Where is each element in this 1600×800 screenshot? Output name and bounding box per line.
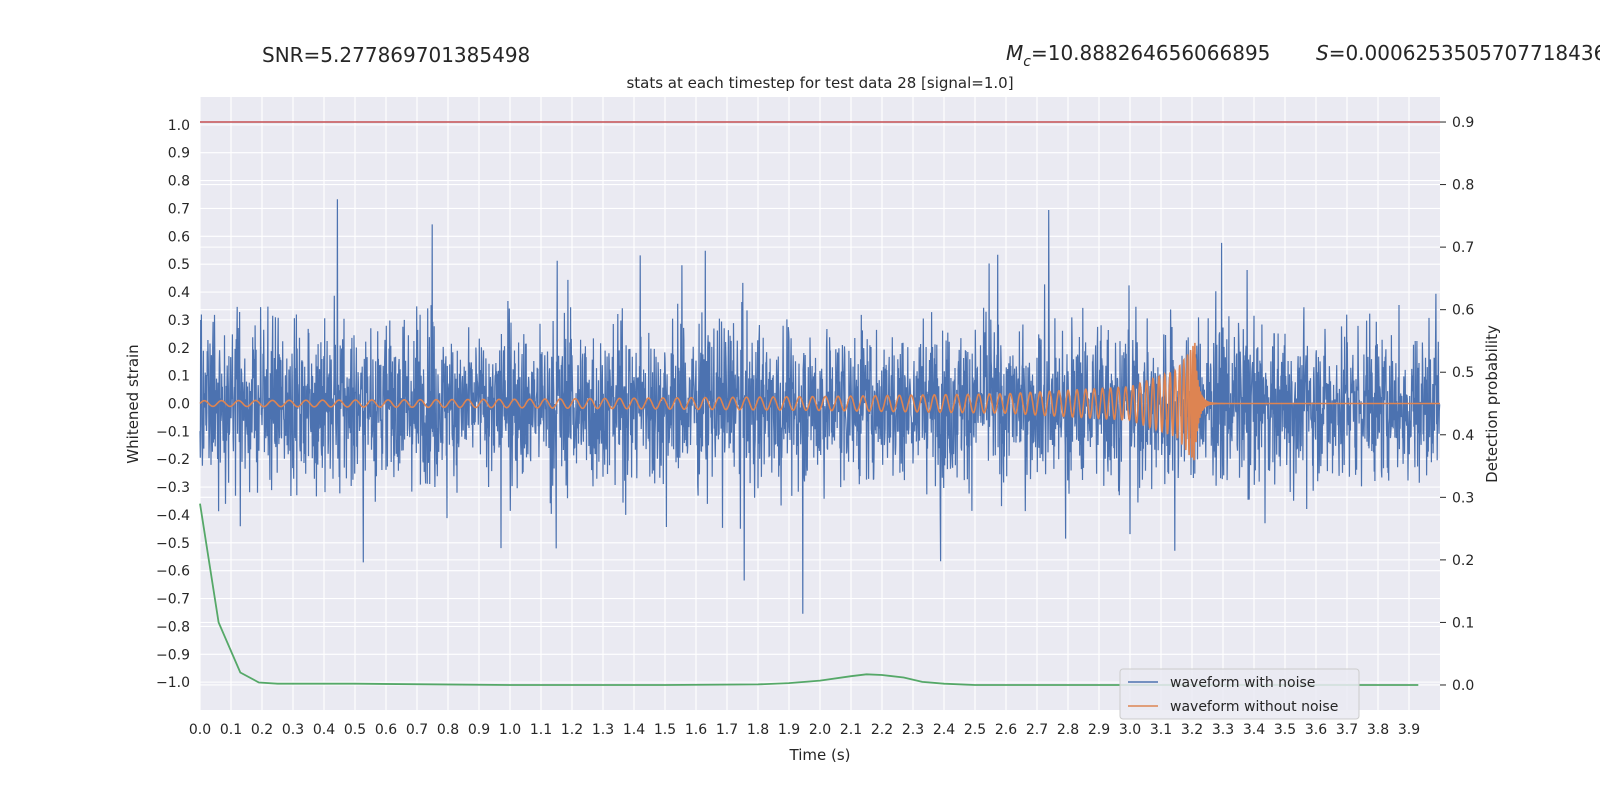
legend-box [1119, 668, 1360, 720]
x-tick-label: 2.9 [1088, 722, 1110, 738]
y2-tick-label: 0.6 [1452, 303, 1474, 319]
y-tick-label: −0.2 [156, 452, 190, 468]
y2-tick-label: 0.0 [1452, 678, 1474, 694]
y-tick-label: 0.0 [168, 397, 190, 413]
x-axis-label: Time (s) [789, 746, 851, 764]
x-tick-label: 3.7 [1336, 722, 1358, 738]
y-tick-label: −0.1 [156, 424, 190, 440]
y-axis-label: Whitened strain [124, 344, 142, 463]
chirp-mass-symbol: M [1006, 41, 1023, 65]
x-tick-label: 0.3 [282, 722, 304, 738]
detection-probability-line [199, 503, 1419, 686]
x-tick-label: 0.0 [189, 722, 211, 738]
y-tick-label: 0.5 [168, 257, 190, 273]
x-tick-label: 1.0 [499, 722, 521, 738]
y-tick-label: −0.4 [156, 508, 190, 524]
y-tick-label: −0.8 [156, 619, 190, 635]
x-tick-label: 2.2 [871, 722, 893, 738]
series-waveform-without-noise [199, 342, 1440, 461]
x-tick-label: 3.4 [1243, 722, 1265, 738]
y-ticks: 1.0 0.9 0.8 0.7 0.6 0.5 0.4 0.3 0.2 0.1 0.0 −0.1 −0.… [156, 118, 190, 691]
y2-tick-label: 0.9 [1452, 115, 1474, 131]
chirp-mass-stat: Mc=10.888264656066895 [1006, 41, 1270, 70]
x-tick-label: 3.1 [1150, 722, 1172, 738]
x-tick-label: 3.3 [1212, 722, 1234, 738]
x-tick-label: 3.6 [1305, 722, 1327, 738]
x-tick-label: 1.9 [778, 722, 800, 738]
waveform-without-noise-line [199, 342, 1440, 461]
y2-tick-label: 0.2 [1452, 553, 1474, 569]
x-tick-label: 3.2 [1181, 722, 1203, 738]
y-tick-label: 0.6 [168, 229, 190, 245]
y2-tick-label: 0.7 [1452, 240, 1474, 256]
x-tick-label: 1.2 [561, 722, 583, 738]
s-value: =0.0006253505707718436 [1329, 41, 1600, 65]
x-tick-label: 0.6 [375, 722, 397, 738]
x-tick-label: 2.3 [902, 722, 924, 738]
x-tick-label: 1.3 [592, 722, 614, 738]
y2-tick-label: 0.1 [1452, 615, 1474, 631]
x-tick-label: 1.8 [747, 722, 769, 738]
chirp-mass-subscript: c [1023, 54, 1031, 70]
s-stat: S=0.0006253505707718436 [1316, 41, 1600, 65]
x-tick-label: 2.4 [933, 722, 955, 738]
x-tick-label: 1.4 [623, 722, 645, 738]
x-tick-label: 2.0 [809, 722, 831, 738]
y2-tick-label: 0.3 [1452, 490, 1474, 506]
y2-axis-label: Detection probability [1483, 325, 1501, 483]
y2-ticks: 0.9 0.8 0.7 0.6 0.5 0.4 0.3 0.2 0.1 0.0 [1440, 115, 1474, 694]
y-tick-label: 0.9 [168, 146, 190, 162]
y-tick-label: 0.2 [168, 341, 190, 357]
snr-stat: SNR=5.277869701385498 [262, 43, 530, 67]
y-tick-label: 1.0 [168, 118, 190, 134]
chirp-mass-value: =10.888264656066895 [1031, 41, 1270, 65]
x-tick-label: 0.9 [468, 722, 490, 738]
x-tick-label: 2.1 [840, 722, 862, 738]
y-tick-label: −0.5 [156, 536, 190, 552]
y2-tick-label: 0.8 [1452, 178, 1474, 194]
y-gridlines [200, 121, 1440, 686]
x-tick-label: 1.6 [685, 722, 707, 738]
legend-label-noise: waveform with noise [1170, 675, 1315, 691]
x-tick-label: 2.7 [1026, 722, 1048, 738]
x-tick-label: 0.1 [220, 722, 242, 738]
y2-tick-label: 0.5 [1452, 365, 1474, 381]
y-tick-label: −0.6 [156, 564, 190, 580]
x-tick-label: 0.4 [313, 722, 335, 738]
y-tick-label: −0.3 [156, 480, 190, 496]
s-symbol: S [1316, 41, 1329, 65]
x-tick-label: 3.5 [1274, 722, 1296, 738]
x-tick-label: 2.5 [964, 722, 986, 738]
y-tick-label: 0.3 [168, 313, 190, 329]
waveform-with-noise-line [199, 199, 1441, 614]
y-tick-label: 0.7 [168, 201, 190, 217]
x-tick-label: 0.5 [344, 722, 366, 738]
x-tick-label: 3.0 [1119, 722, 1141, 738]
x-tick-label: 1.7 [716, 722, 738, 738]
x-tick-label: 0.2 [251, 722, 273, 738]
y-tick-label: −0.9 [156, 647, 190, 663]
x-tick-label: 2.8 [1057, 722, 1079, 738]
chart-title: stats at each timestep for test data 28 … [626, 74, 1013, 92]
x-tick-label: 3.9 [1398, 722, 1420, 738]
x-tick-label: 2.6 [995, 722, 1017, 738]
x-tick-label: 0.8 [437, 722, 459, 738]
x-tick-label: 3.8 [1367, 722, 1389, 738]
x-ticks: 0.0 0.1 0.2 0.3 0.4 0.5 0.6 0.7 0.8 0.9 1.0 1.1 1.2 1… [189, 722, 1420, 738]
series-waveform-with-noise [199, 199, 1441, 614]
y-tick-label: 0.8 [168, 174, 190, 190]
legend: waveform with noise waveform without noi… [1119, 668, 1360, 720]
y-tick-label: 0.4 [168, 285, 190, 301]
y-tick-label: −1.0 [156, 675, 190, 691]
x-tick-label: 1.5 [654, 722, 676, 738]
y-tick-label: 0.1 [168, 369, 190, 385]
x-tick-label: 0.7 [406, 722, 428, 738]
y-tick-label: −0.7 [156, 592, 190, 608]
series-detection-probability [199, 503, 1419, 686]
x-tick-label: 1.1 [530, 722, 552, 738]
y2-tick-label: 0.4 [1452, 428, 1474, 444]
legend-label-clean: waveform without noise [1170, 699, 1338, 715]
